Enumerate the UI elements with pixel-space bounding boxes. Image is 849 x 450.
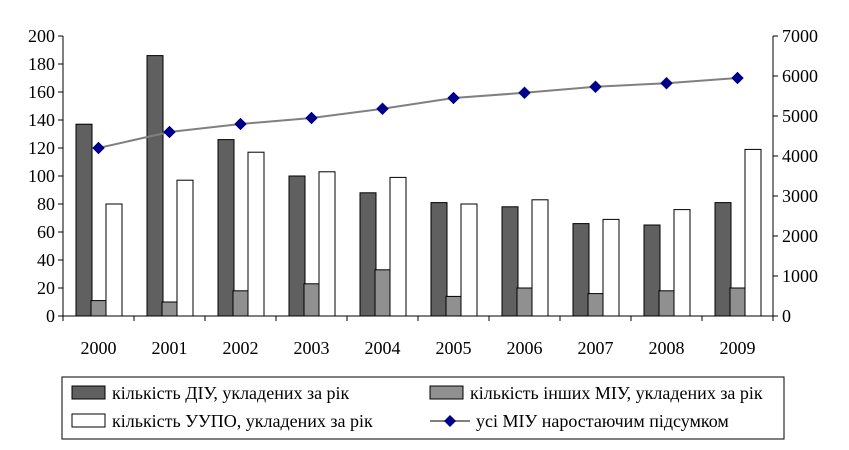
legend-item-1: кількість ДІУ, укладених за рік: [71, 383, 350, 403]
legend-label: кількість ДІУ, укладених за рік: [112, 383, 350, 403]
y-left-tick-label: 40: [37, 250, 55, 270]
bar-series-3: [247, 151, 265, 317]
x-tick-label: 2006: [507, 338, 543, 358]
bar-series-2: [729, 287, 747, 317]
bar-series-2: [303, 283, 321, 317]
bar-series-1: [217, 139, 235, 317]
bar-series-1: [146, 55, 164, 317]
y-right-tick-label: 6000: [782, 66, 818, 86]
x-tick-label: 2002: [223, 338, 259, 358]
legend-swatch: [71, 385, 106, 400]
bar-series-3: [460, 203, 478, 317]
bar-series-2: [161, 301, 179, 317]
bar-series-3: [673, 209, 691, 317]
line-point: [447, 91, 460, 105]
bar-series-3: [602, 218, 620, 317]
y-right-tick-label: 4000: [782, 146, 818, 166]
bar-series-2: [232, 290, 250, 317]
line-point: [518, 86, 531, 100]
x-tick-label: 2005: [436, 338, 472, 358]
bar-series-1: [643, 224, 661, 317]
y-right-tick-label: 1000: [782, 266, 818, 286]
bar-series-1: [430, 202, 448, 317]
legend-swatch: [429, 385, 464, 400]
legend-swatch: [71, 413, 106, 428]
bar-series-1: [359, 192, 377, 317]
legend-item-4: усі МІУ наростаючим підсумком: [430, 411, 729, 431]
bar-series-3: [105, 203, 123, 317]
bars: [75, 55, 762, 317]
bar-series-2: [445, 295, 463, 317]
legend-marker: [444, 415, 456, 427]
y-right-tick-label: 3000: [782, 186, 818, 206]
line-point: [163, 125, 176, 139]
bar-series-2: [516, 287, 534, 317]
bar-series-3: [531, 199, 549, 317]
bar-series-2: [90, 300, 108, 317]
x-tick-label: 2007: [578, 338, 614, 358]
bar-series-3: [744, 148, 762, 317]
bar-series-2: [658, 290, 676, 317]
x-tick-label: 2009: [720, 338, 756, 358]
y-right-tick-label: 5000: [782, 106, 818, 126]
line-point: [376, 102, 389, 116]
bar-series-2: [587, 293, 605, 317]
legend: кількість ДІУ, укладених за рік кількість…: [61, 376, 785, 440]
legend-label: кількість інших МІУ, укладених за рік: [470, 383, 763, 403]
bar-series-1: [75, 123, 93, 317]
y-left-tick-label: 60: [37, 222, 55, 242]
x-tick-label: 2003: [294, 338, 330, 358]
y-left-tick-label: 180: [28, 54, 55, 74]
bar-series-3: [176, 179, 194, 317]
legend-item-2: кількість інших МІУ, укладених за рік: [429, 383, 763, 403]
y-left-tick-label: 20: [37, 278, 55, 298]
bar-series-1: [288, 175, 306, 317]
bar-series-1: [572, 223, 590, 317]
line-point: [92, 141, 105, 155]
x-tick-label: 2000: [81, 338, 117, 358]
bar-series-1: [714, 202, 732, 317]
line-point: [589, 80, 602, 94]
y-left-tick-label: 0: [46, 306, 55, 326]
line-point: [305, 111, 318, 125]
bar-series-1: [501, 206, 519, 317]
line-point: [234, 117, 247, 131]
y-left-tick-label: 200: [28, 26, 55, 46]
cumulative-line: [92, 71, 744, 155]
y-right-tick-label: 2000: [782, 226, 818, 246]
legend-label: усі МІУ наростаючим підсумком: [476, 411, 729, 431]
line-point: [731, 71, 744, 85]
legend-box: [61, 376, 785, 440]
y-left-tick-label: 120: [28, 138, 55, 158]
y-right-tick-label: 0: [782, 306, 791, 326]
y-left-tick-label: 80: [37, 194, 55, 214]
y-left-tick-label: 140: [28, 110, 55, 130]
y-left-tick-label: 160: [28, 82, 55, 102]
y-right-tick-label: 7000: [782, 26, 818, 46]
x-tick-label: 2001: [152, 338, 188, 358]
legend-label: кількість УУПО, укладених за рік: [112, 411, 373, 431]
line-series-1: [98, 77, 738, 149]
x-tick-label: 2004: [365, 338, 401, 358]
bar-series-3: [389, 176, 407, 317]
axes: 0204060801001201401601802000100020003000…: [28, 26, 818, 358]
x-tick-label: 2008: [649, 338, 685, 358]
legend-item-3: кількість УУПО, укладених за рік: [71, 411, 373, 431]
y-left-tick-label: 100: [28, 166, 55, 186]
bar-series-2: [374, 269, 392, 317]
line-point: [660, 76, 673, 90]
bar-series-3: [318, 171, 336, 317]
